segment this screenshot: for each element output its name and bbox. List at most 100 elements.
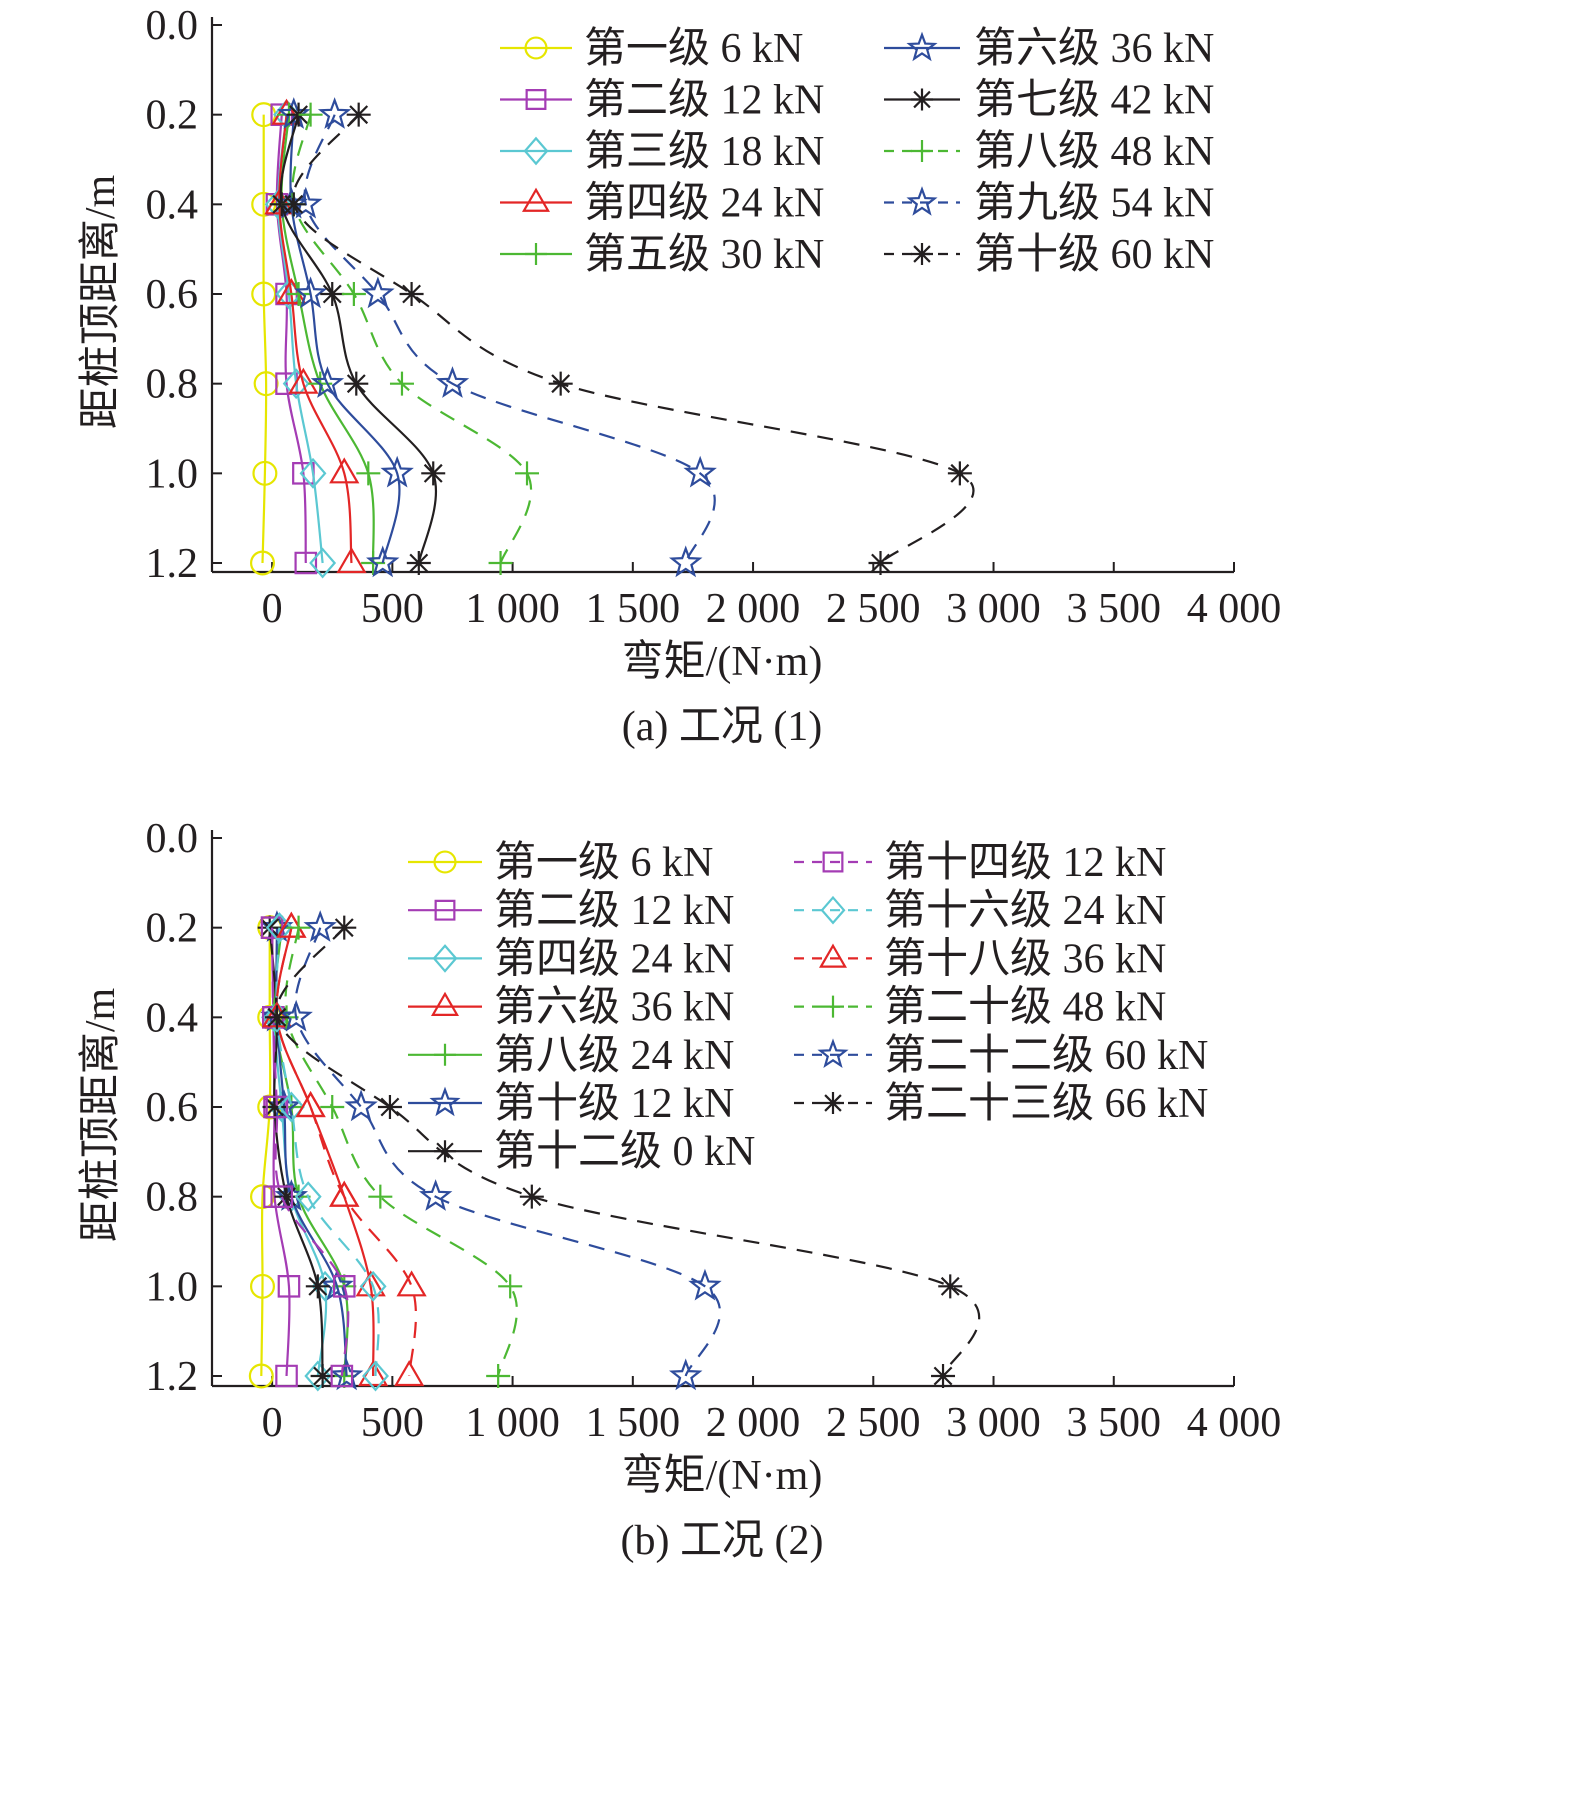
legend-label: 第三级 18 kN bbox=[584, 129, 824, 175]
data-point-marker bbox=[498, 1274, 523, 1299]
data-point-marker bbox=[269, 192, 294, 217]
legend-label: 第二十级 48 kN bbox=[884, 985, 1166, 1031]
data-point-marker bbox=[264, 188, 295, 215]
legend-label: 第五级 30 kN bbox=[584, 232, 824, 278]
legend-label: 第十级 60 kN bbox=[974, 232, 1214, 278]
series-group bbox=[264, 98, 367, 574]
legend-label: 第一级 6 kN bbox=[584, 26, 803, 72]
legend-item: 第六级 36 kN bbox=[408, 985, 734, 1031]
data-point-marker bbox=[341, 282, 366, 306]
data-point-marker bbox=[669, 1358, 703, 1391]
data-point-marker bbox=[286, 282, 311, 306]
series-line bbox=[261, 114, 268, 564]
x-tick-label: 500 bbox=[361, 1400, 424, 1446]
data-point-marker bbox=[270, 1185, 294, 1208]
data-point-marker bbox=[683, 455, 717, 488]
series-line bbox=[291, 114, 533, 564]
x-tick-label: 2 000 bbox=[706, 586, 801, 632]
legend-marker bbox=[817, 1038, 849, 1069]
data-point-marker bbox=[377, 1095, 402, 1119]
data-point-marker bbox=[288, 367, 319, 394]
legend-item: 第七级 42 kN bbox=[884, 78, 1214, 124]
data-point-marker bbox=[406, 551, 431, 575]
chart-panel-b: 0.0 0.2 0.4 0.6 0.8 1.0 1.2 0 500 1 000 1 500 2 000… bbox=[77, 816, 1281, 1564]
legend-item: 第九级 54 kN bbox=[884, 181, 1214, 227]
data-point-marker bbox=[251, 281, 277, 307]
data-point-marker bbox=[253, 371, 279, 397]
legend-marker bbox=[434, 1140, 456, 1163]
data-point-marker bbox=[868, 551, 893, 575]
data-point-marker bbox=[279, 999, 313, 1032]
series-line bbox=[275, 927, 348, 1377]
legend-marker bbox=[432, 944, 458, 973]
x-tick-label: 1 500 bbox=[586, 1400, 681, 1446]
y-tick-label: 0.4 bbox=[146, 182, 199, 228]
legend-marker bbox=[433, 850, 457, 874]
legend-label: 第十六级 24 kN bbox=[884, 888, 1166, 934]
y-tick-label: 1.2 bbox=[146, 541, 199, 587]
legend-label: 第二十二级 60 kN bbox=[884, 1033, 1208, 1079]
data-point-marker bbox=[421, 461, 446, 486]
data-point-marker bbox=[303, 910, 337, 942]
x-tick-label: 2 500 bbox=[826, 586, 921, 632]
data-point-marker bbox=[281, 192, 306, 217]
series-group bbox=[289, 97, 717, 578]
legend-marker bbox=[820, 895, 846, 925]
x-tick-label: 0 bbox=[262, 1400, 283, 1446]
series-line bbox=[260, 927, 272, 1377]
data-point-marker bbox=[332, 915, 357, 940]
legend-item: 第八级 48 kN bbox=[884, 129, 1214, 175]
data-point-marker bbox=[298, 102, 323, 127]
legend-marker bbox=[434, 1043, 456, 1066]
legend-item: 第二十级 48 kN bbox=[794, 985, 1166, 1031]
legend-marker bbox=[524, 36, 548, 60]
x-tick-label: 3 000 bbox=[946, 586, 1041, 632]
data-point-marker bbox=[669, 545, 703, 578]
data-point-marker bbox=[257, 915, 282, 940]
data-point-marker bbox=[346, 102, 371, 127]
legend-item: 第六级 36 kN bbox=[884, 26, 1214, 72]
data-point-marker bbox=[394, 1360, 425, 1387]
x-tick-label: 4 000 bbox=[1187, 586, 1282, 632]
legend-label: 第十二级 0 kN bbox=[494, 1129, 755, 1175]
data-point-marker bbox=[368, 1184, 393, 1209]
legend-label: 第四级 24 kN bbox=[584, 181, 824, 227]
y-tick-label: 0.0 bbox=[146, 816, 199, 862]
data-point-marker bbox=[330, 1364, 354, 1388]
series-group bbox=[269, 102, 446, 575]
legend-label: 第二级 12 kN bbox=[494, 888, 734, 934]
x-tick-label: 3 500 bbox=[1067, 586, 1162, 632]
x-tick-label: 3 500 bbox=[1067, 1400, 1162, 1446]
legend-item: 第一级 6 kN bbox=[500, 26, 803, 72]
x-tick-label: 1 500 bbox=[586, 586, 681, 632]
data-point-marker bbox=[486, 1364, 511, 1388]
data-point-marker bbox=[294, 1181, 322, 1213]
legend-item: 第十八级 36 kN bbox=[794, 936, 1166, 982]
x-tick-label: 1 000 bbox=[465, 1400, 560, 1446]
figure-caption: (b) 工况 (2) bbox=[621, 1518, 824, 1564]
data-point-marker bbox=[329, 457, 360, 484]
data-point-marker bbox=[317, 97, 352, 129]
legend-item: 第四级 24 kN bbox=[408, 936, 734, 982]
series-group bbox=[279, 910, 722, 1391]
y-tick-label: 0.6 bbox=[146, 272, 199, 318]
data-point-marker bbox=[488, 551, 513, 575]
legend-marker bbox=[906, 186, 938, 216]
x-tick-label: 2 000 bbox=[706, 1400, 801, 1446]
data-point-marker bbox=[275, 1364, 298, 1388]
legend-item: 第十四级 12 kN bbox=[794, 840, 1166, 886]
series-group bbox=[281, 102, 975, 575]
legend-item: 第二十二级 60 kN bbox=[794, 1033, 1208, 1079]
figure-caption: (a) 工况 (1) bbox=[622, 704, 823, 750]
legend-marker bbox=[429, 1086, 461, 1117]
legend-item: 第二级 12 kN bbox=[500, 78, 824, 124]
y-tick-label: 1.2 bbox=[146, 1354, 199, 1400]
data-point-marker bbox=[380, 455, 414, 488]
legend-label: 第十级 12 kN bbox=[494, 1081, 734, 1127]
y-tick-label: 0.0 bbox=[146, 3, 199, 49]
data-point-marker bbox=[286, 915, 311, 940]
data-point-marker bbox=[249, 550, 275, 576]
data-point-marker bbox=[309, 547, 337, 579]
data-point-marker bbox=[336, 547, 367, 574]
legend-marker bbox=[434, 899, 456, 921]
